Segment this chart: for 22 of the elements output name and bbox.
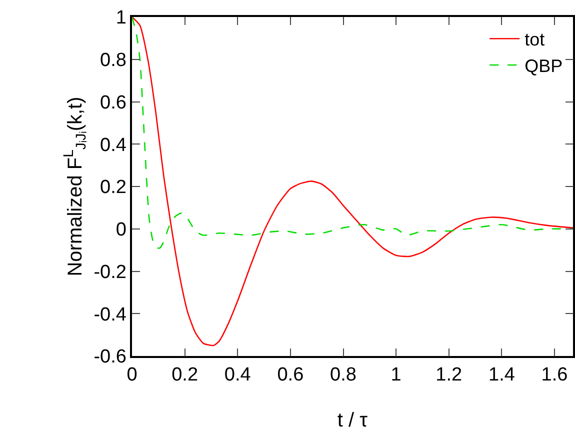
y-tick-label: 0 — [116, 220, 126, 241]
legend-label: tot — [524, 30, 545, 50]
x-tick-label: 0.2 — [172, 364, 198, 386]
y-tick-label: -0.4 — [94, 304, 127, 326]
x-tick-label: 1.6 — [541, 364, 568, 386]
line-series — [132, 17, 573, 346]
y-tick-label: -0.6 — [94, 346, 126, 368]
y-tick-label: 0.4 — [100, 134, 127, 156]
x-axis-title: t / τ — [337, 410, 368, 432]
x-tick-label: 1.4 — [488, 364, 516, 386]
line-series — [132, 17, 573, 249]
x-tick-label: 1.2 — [436, 364, 462, 386]
x-tick-label: 0.4 — [224, 364, 252, 386]
y-tick-label: 0.8 — [100, 50, 126, 72]
x-tick-label: 1 — [390, 364, 402, 386]
y-tick-label: 0.6 — [100, 92, 126, 114]
y-tick-label: 0.2 — [100, 177, 126, 198]
y-tick-label: -0.2 — [94, 262, 126, 283]
legend-label: QBP — [524, 56, 563, 76]
x-tick-label: 0.8 — [330, 364, 356, 386]
x-tick-label: 0.6 — [277, 364, 304, 386]
y-tick-label: 1 — [116, 8, 126, 29]
